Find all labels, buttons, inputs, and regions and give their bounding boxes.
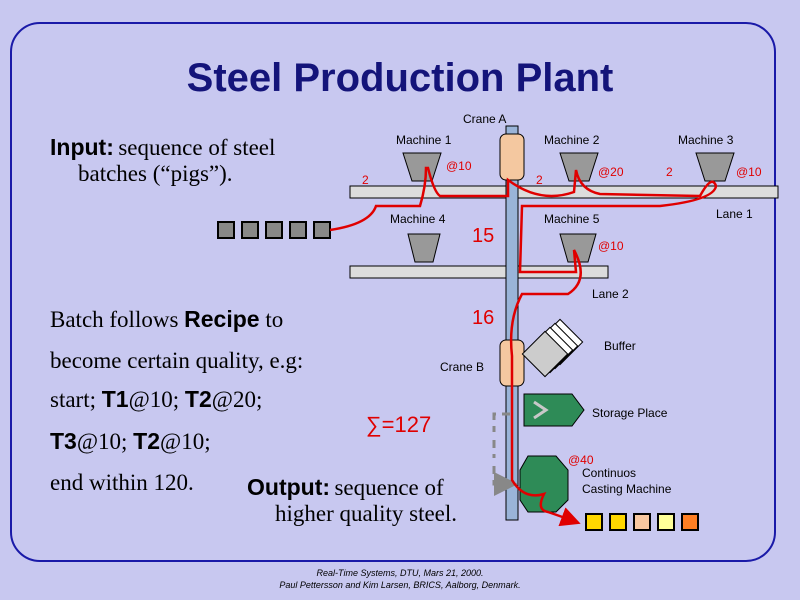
machine-1-label: Machine 1 — [396, 133, 452, 147]
footer-line-1: Real-Time Systems, DTU, Mars 21, 2000. — [316, 568, 484, 578]
pig-icon — [217, 221, 235, 239]
machine-5-icon — [559, 233, 597, 263]
crane-b-label: Crane B — [440, 360, 484, 374]
buffer-icon — [521, 318, 584, 378]
move-time-m1-m2: 2 — [536, 173, 543, 187]
machine-4-icon — [407, 233, 441, 263]
steel-icon — [585, 513, 603, 531]
input-text-1: sequence of steel — [118, 135, 276, 160]
slide-frame — [10, 22, 776, 562]
lane-2-label: Lane 2 — [592, 287, 629, 301]
recipe-text: @10; — [128, 387, 185, 412]
output-text-1: sequence of — [334, 475, 444, 500]
pig-icon — [289, 221, 307, 239]
steel-icon — [609, 513, 627, 531]
recipe-text: @10; — [76, 429, 134, 454]
recipe-text: become certain quality, e.g: — [50, 348, 304, 373]
move-time-input: 2 — [362, 173, 369, 187]
lane-2 — [349, 265, 609, 279]
storage-arrow-icon — [533, 400, 549, 420]
steel-icon — [657, 513, 675, 531]
input-label: Input: — [50, 134, 114, 160]
output-steel — [585, 513, 699, 531]
machine-5-time: @10 — [598, 239, 624, 253]
machine-1-time: @10 — [446, 159, 472, 173]
recipe-description: Batch follows Recipe to become certain q… — [50, 300, 370, 502]
recipe-text: @20; — [211, 387, 263, 412]
recipe-keyword: Recipe — [184, 306, 260, 332]
crane-a-label: Crane A — [463, 112, 506, 126]
recipe-step: T2 — [133, 428, 161, 454]
storage-place-icon — [523, 393, 585, 427]
move-time-lane2-buffer: 16 — [472, 307, 494, 329]
pig-icon — [313, 221, 331, 239]
steel-icon — [681, 513, 699, 531]
sum-total: ∑=127 — [366, 412, 431, 437]
crane-a — [499, 133, 525, 181]
casting-machine-icon — [519, 455, 569, 513]
machine-3-label: Machine 3 — [678, 133, 734, 147]
alt-route — [494, 412, 512, 484]
recipe-text: to — [259, 307, 284, 332]
recipe-step: T2 — [184, 386, 212, 412]
output-text-2: higher quality steel. — [275, 501, 458, 526]
pig-icon — [241, 221, 259, 239]
storage-label: Storage Place — [592, 406, 668, 420]
input-pigs — [217, 221, 331, 239]
input-text-2: batches (“pigs”). — [78, 161, 233, 186]
move-time-lane1-lane2: 15 — [472, 225, 494, 247]
move-time-m2-m3: 2 — [666, 165, 673, 179]
casting-label-2: Casting Machine — [582, 482, 672, 496]
recipe-step: T3 — [50, 428, 77, 454]
recipe-text: Batch follows — [50, 307, 185, 332]
footer-line-2: Paul Pettersson and Kim Larsen, BRICS, A… — [279, 580, 521, 590]
recipe-text: start; — [50, 387, 102, 412]
casting-label-1: Continuos — [582, 466, 636, 480]
buffer-label: Buffer — [604, 339, 636, 353]
output-label: Output: — [247, 474, 331, 500]
lane-1-label: Lane 1 — [716, 207, 753, 221]
machine-3-icon — [695, 152, 735, 182]
machine-2-icon — [559, 152, 599, 182]
machine-1-icon — [402, 152, 442, 182]
casting-time: @40 — [568, 453, 594, 467]
production-path — [329, 166, 718, 527]
recipe-step: T1 — [101, 386, 129, 412]
steel-icon — [633, 513, 651, 531]
pig-icon — [265, 221, 283, 239]
recipe-text: @10; — [160, 429, 211, 454]
machine-5-label: Machine 5 — [544, 212, 600, 226]
page-title: Steel Production Plant — [186, 56, 614, 100]
machine-2-label: Machine 2 — [544, 133, 600, 147]
output-description: Output: sequence of higher quality steel… — [247, 474, 507, 527]
input-description: Input: sequence of steel batches (“pigs”… — [50, 134, 350, 187]
machine-4-label: Machine 4 — [390, 212, 446, 226]
machine-2-time: @20 — [598, 165, 624, 179]
machine-3-time: @10 — [736, 165, 762, 179]
recipe-text: end within 120. — [50, 470, 194, 495]
